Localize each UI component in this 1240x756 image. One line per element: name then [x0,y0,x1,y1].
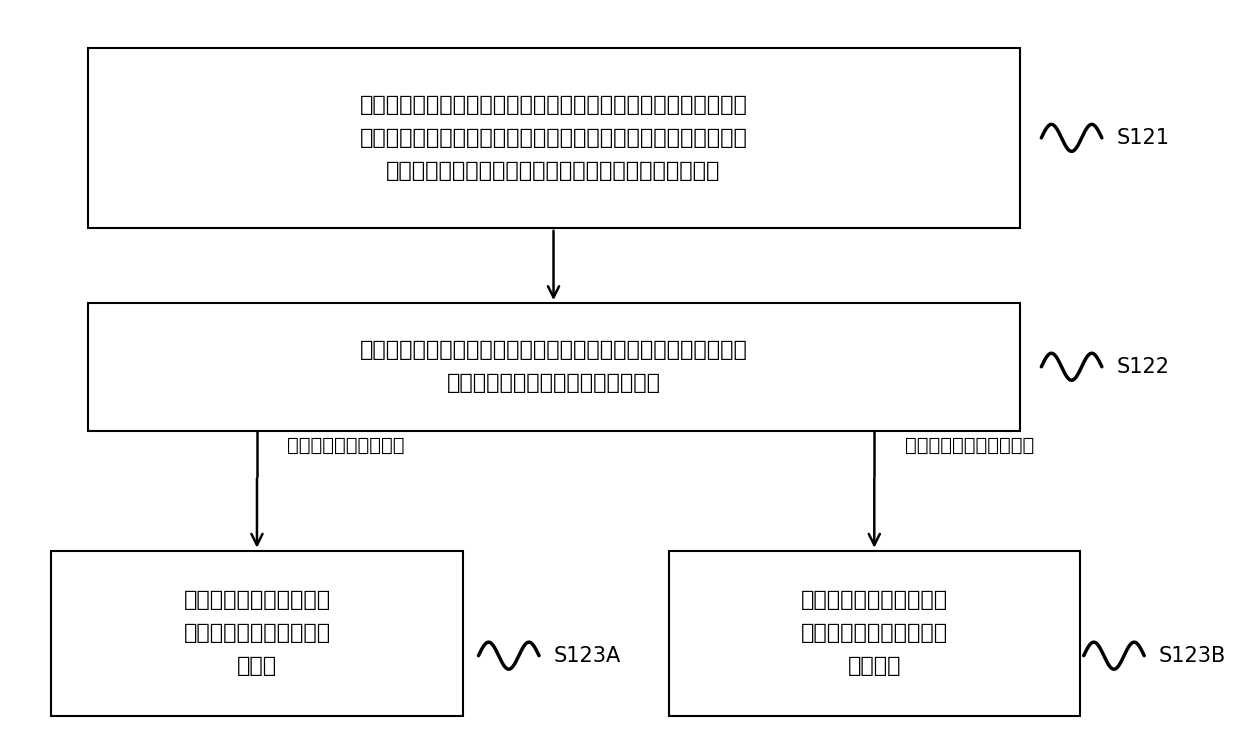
Text: S121: S121 [1116,128,1169,148]
Text: 获取所述虚拟实体与第二模型之间的相交状态；其中，所述第二模
型与所述第一模型为不同的实体模型: 获取所述虚拟实体与第二模型之间的相交状态；其中，所述第二模 型与所述第一模型为不… [360,340,748,393]
Text: S123A: S123A [553,646,621,666]
Bar [88,48,1019,228]
Text: S122: S122 [1116,357,1169,376]
Text: 若所述相交状态为相交: 若所述相交状态为相交 [288,436,404,455]
Bar [88,303,1019,430]
Bar [668,550,1080,716]
Text: 确定所述第一模型表面和
所述第二模型的相邻状态
为不相邻: 确定所述第一模型表面和 所述第二模型的相邻状态 为不相邻 [801,590,947,676]
Text: 确定所述第一模型表面和
所述第二模型的相邻状态
为相邻: 确定所述第一模型表面和 所述第二模型的相邻状态 为相邻 [184,590,331,676]
Text: 若所述相交状态为不相交: 若所述相交状态为不相交 [904,436,1034,455]
Text: 沿第一模型表面的法向生成对应的虚拟实体；其中，所述虚拟实体
的与第一模型表面的法向垂直的横截面的大小与所述第一模型表面
相同，所述虚拟实体的厚度用于表征相邻关系: 沿第一模型表面的法向生成对应的虚拟实体；其中，所述虚拟实体 的与第一模型表面的法… [360,95,748,181]
Text: S123B: S123B [1158,646,1226,666]
Bar [51,550,463,716]
